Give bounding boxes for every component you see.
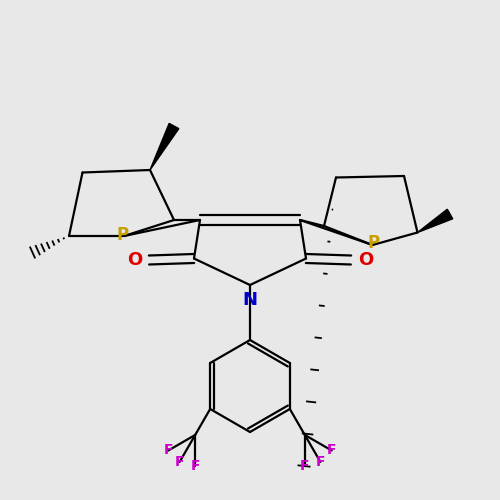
Text: O: O — [127, 251, 142, 269]
Text: F: F — [190, 459, 200, 473]
Polygon shape — [150, 124, 179, 170]
Text: F: F — [164, 444, 173, 458]
Text: F: F — [316, 455, 325, 469]
Text: N: N — [242, 291, 258, 309]
Text: F: F — [175, 455, 184, 469]
Text: P: P — [368, 234, 380, 252]
Text: O: O — [358, 251, 373, 269]
Text: F: F — [327, 444, 336, 458]
Polygon shape — [418, 209, 452, 233]
Text: F: F — [300, 459, 310, 473]
Text: P: P — [117, 226, 129, 244]
